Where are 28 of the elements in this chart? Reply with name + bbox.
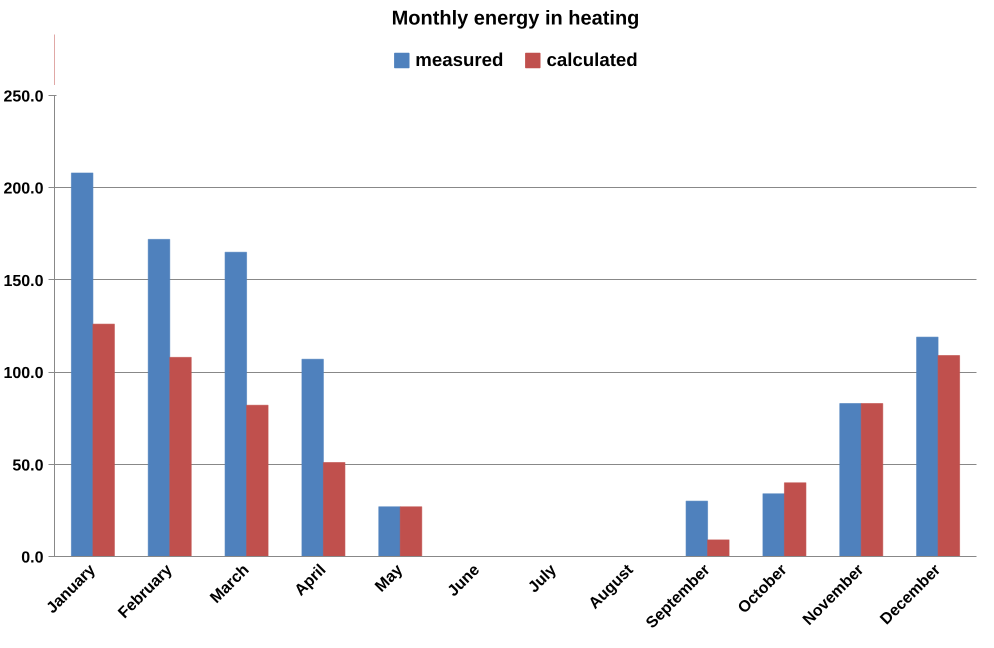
- bar: [762, 493, 785, 556]
- y-tick-label: 200.0: [3, 180, 44, 198]
- bar: [707, 539, 730, 556]
- chart-title: Monthly energy in heating: [392, 8, 640, 30]
- y-tick-label: 250.0: [3, 88, 44, 106]
- bar: [224, 252, 248, 556]
- bar: [169, 356, 192, 556]
- legend-label: calculated: [546, 48, 638, 70]
- bar: [400, 506, 422, 556]
- y-tick-label: 100.0: [3, 365, 44, 382]
- y-tick-label: 50.0: [12, 457, 44, 474]
- bar: [784, 482, 806, 556]
- y-tick-label: 150.0: [3, 272, 44, 290]
- y-tick-label: 0.0: [21, 550, 44, 566]
- bar: [322, 462, 346, 556]
- x-tick-label: July: [525, 561, 560, 596]
- bar: [839, 402, 862, 556]
- bar: [70, 172, 94, 556]
- bar: [92, 324, 115, 556]
- legend-label: measured: [415, 48, 504, 70]
- bar: [301, 358, 324, 556]
- bar: [860, 402, 884, 556]
- bar: [686, 500, 708, 556]
- bar: [916, 336, 939, 556]
- bar: [246, 404, 269, 556]
- bar: [148, 238, 170, 556]
- bar: [378, 506, 401, 556]
- bar: [938, 355, 960, 556]
